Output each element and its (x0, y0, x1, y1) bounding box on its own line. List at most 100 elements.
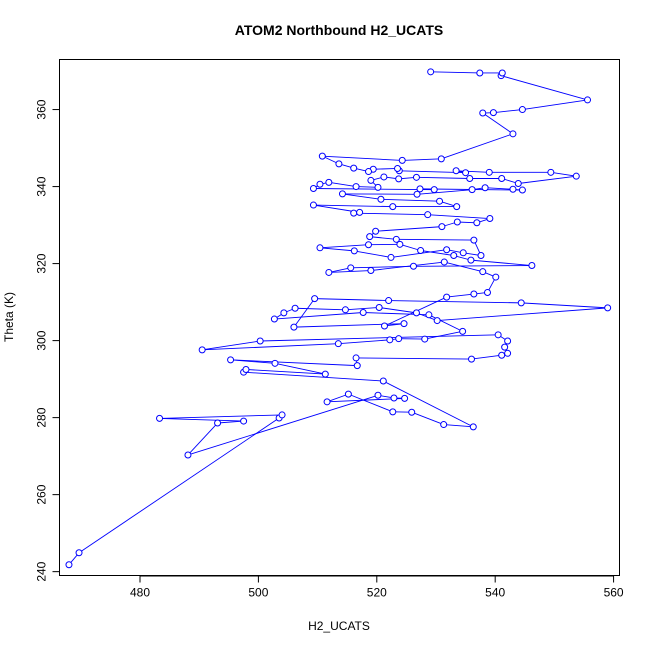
data-point (242, 365, 250, 373)
connector-segment (411, 411, 444, 425)
data-point (365, 168, 373, 176)
data-point (604, 304, 612, 312)
connector-segment (500, 75, 588, 101)
data-point (347, 264, 355, 272)
connector-segment (388, 300, 522, 304)
data-point (412, 173, 420, 181)
connector-segment (456, 170, 490, 173)
data-point (214, 419, 222, 427)
data-point (504, 337, 512, 345)
connector-segment (356, 357, 472, 360)
connector-segment (313, 204, 393, 208)
data-point (443, 293, 451, 301)
data-point (350, 209, 358, 217)
connector-segment (417, 189, 473, 195)
connector-segment (471, 354, 502, 360)
data-point (517, 299, 525, 307)
x-axis: 480 500 520 540 560 (130, 575, 624, 600)
connector-segment (522, 99, 588, 111)
series-points (65, 68, 612, 569)
y-tick-label: 320 (35, 253, 49, 273)
data-point (494, 331, 502, 339)
connector-segment (187, 394, 379, 456)
connector-segment (314, 298, 389, 302)
connector-segment (159, 414, 283, 419)
connector-segment (356, 186, 378, 188)
data-point (377, 195, 385, 203)
connector-segment (243, 371, 384, 382)
data-point (389, 203, 397, 211)
connector-segment (187, 422, 218, 456)
data-point (425, 311, 433, 319)
data-point (421, 335, 429, 343)
connector-segment (402, 158, 442, 161)
data-point (408, 408, 416, 416)
connector-segment (437, 307, 608, 322)
data-point (501, 343, 509, 351)
data-point (437, 155, 445, 163)
data-point (400, 320, 408, 328)
connector-segment (245, 369, 326, 375)
connector-segment (424, 330, 463, 340)
connector-segment (443, 424, 474, 428)
data-point (440, 421, 448, 429)
data-point (323, 398, 331, 406)
data-point (498, 69, 506, 77)
data-point (469, 423, 477, 431)
data-point (156, 414, 164, 422)
data-point (280, 309, 288, 317)
data-point (353, 362, 361, 370)
connector-segment (295, 307, 346, 311)
data-point (394, 164, 402, 172)
connector-segment (202, 340, 261, 351)
data-point (413, 190, 421, 198)
data-point (470, 290, 478, 298)
connector-segment (202, 343, 339, 351)
data-point (476, 69, 484, 77)
data-point (483, 288, 491, 296)
connector-segment (293, 298, 316, 328)
connector-segment (383, 380, 474, 428)
data-point (452, 167, 460, 175)
chart-title: ATOM2 Northbound H2_UCATS (235, 22, 443, 38)
data-point (477, 252, 485, 260)
data-point (453, 203, 461, 211)
data-point (492, 273, 500, 281)
connector-segment (78, 417, 280, 554)
connector-segment (493, 109, 523, 114)
data-point (489, 109, 497, 117)
connector-segment (345, 307, 380, 311)
data-point (309, 185, 317, 192)
data-point (386, 336, 394, 344)
connector-segment (230, 359, 358, 367)
x-axis-label: H2_UCATS (308, 619, 370, 633)
data-point (436, 197, 444, 205)
data-point (352, 354, 360, 362)
data-point (443, 246, 451, 254)
data-point (396, 240, 404, 248)
data-point (467, 256, 475, 264)
data-point (504, 349, 512, 357)
data-point (479, 109, 487, 117)
data-point (374, 391, 382, 399)
data-point (311, 295, 319, 303)
connector-segment (470, 259, 532, 266)
data-point (309, 201, 317, 209)
data-point (424, 211, 432, 219)
data-point (466, 174, 474, 182)
connector-segment (328, 181, 357, 188)
connector-segment (427, 214, 490, 219)
data-point (459, 249, 467, 257)
connector-segment (217, 420, 244, 424)
y-axis-label: Theta (K) (2, 292, 16, 342)
data-point (335, 160, 343, 168)
y-tick-label: 360 (35, 99, 49, 119)
connector-segment (353, 212, 428, 216)
data-point (316, 180, 324, 188)
connector-segment (319, 244, 369, 249)
data-point (365, 241, 373, 249)
connector-segment (342, 193, 382, 200)
data-point (481, 184, 489, 192)
series-lines (68, 71, 608, 566)
data-point (584, 96, 592, 104)
